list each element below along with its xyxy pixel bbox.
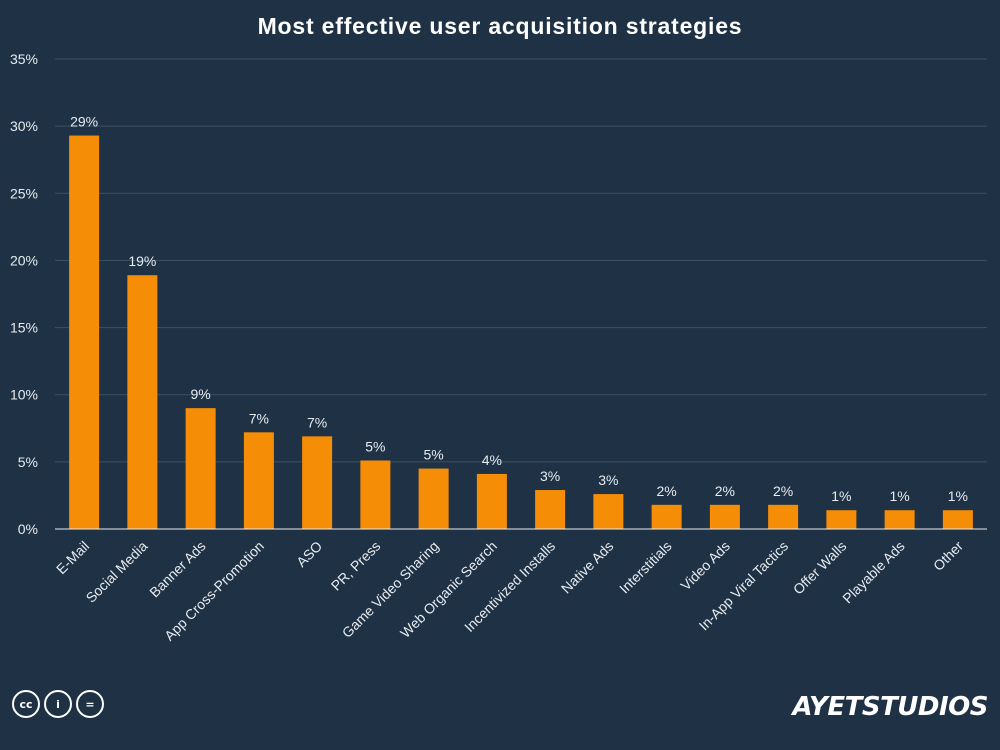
- data-labels: 29% 19% 9% 7% 7% 5% 5% 4% 3% 3% 2% 2% 2% 1% 1% 1%: [70, 114, 968, 505]
- bars: [69, 135, 973, 530]
- data-label: 5%: [365, 439, 385, 455]
- data-label: 1%: [890, 488, 910, 504]
- by-icon: i: [44, 690, 72, 718]
- data-label: 2%: [773, 483, 793, 499]
- y-tick-label: 25%: [10, 185, 38, 201]
- data-label: 19%: [128, 253, 156, 269]
- bar: [185, 408, 216, 529]
- y-tick-label: 15%: [10, 320, 38, 336]
- y-tick-label: 30%: [10, 118, 38, 134]
- cc-icon: cc: [12, 690, 40, 718]
- x-tick-label: Native Ads: [558, 538, 617, 597]
- y-tick-label: 10%: [10, 387, 38, 403]
- data-label: 7%: [307, 414, 327, 430]
- x-tick-label: E-Mail: [53, 538, 92, 577]
- bar: [768, 504, 799, 529]
- data-label: 3%: [540, 468, 560, 484]
- data-label: 3%: [598, 472, 618, 488]
- data-label: 2%: [715, 483, 735, 499]
- gridlines: [55, 58, 987, 463]
- bar: [884, 510, 915, 529]
- bar: [360, 460, 391, 529]
- bar: [243, 432, 274, 529]
- data-label: 1%: [948, 488, 968, 504]
- x-tick-label: PR, Press: [328, 538, 384, 594]
- x-tick-label: Offer Walls: [790, 538, 850, 598]
- y-tick-label: 0%: [18, 521, 38, 537]
- x-tick-label: Banner Ads: [146, 538, 209, 601]
- bar: [302, 436, 333, 529]
- nd-icon: =: [76, 690, 104, 718]
- x-tick-label: Other: [930, 538, 966, 574]
- bar: [593, 494, 624, 529]
- brand-logo: AYETSTUDIOS: [792, 692, 988, 722]
- bar: [651, 504, 682, 529]
- data-label: 2%: [657, 483, 677, 499]
- bar: [418, 468, 449, 529]
- x-tick-label: Interstitials: [616, 538, 675, 597]
- x-tick-label: Video Ads: [677, 538, 733, 594]
- data-label: 29%: [70, 114, 98, 130]
- bar: [942, 510, 973, 529]
- y-tick-label: 5%: [18, 454, 38, 470]
- x-tick-label: Web Organic Search: [397, 538, 500, 641]
- x-tick-label: Game Video Sharing: [339, 538, 442, 641]
- bar: [709, 504, 740, 529]
- data-label: 1%: [831, 488, 851, 504]
- license-badge: cc i =: [12, 690, 104, 718]
- bar: [127, 275, 158, 529]
- data-label: 7%: [249, 410, 269, 426]
- x-tick-label: Playable Ads: [839, 538, 908, 607]
- chart-title: Most effective user acquisition strategi…: [258, 13, 743, 39]
- x-tick-label: ASO: [293, 538, 325, 570]
- bar: [69, 135, 100, 530]
- y-axis-ticks: 0% 5% 10% 15% 20% 25% 30% 35%: [10, 51, 38, 537]
- bar: [826, 510, 857, 529]
- x-tick-label: App Cross-Promotion: [161, 538, 267, 644]
- bar: [535, 490, 566, 529]
- data-label: 5%: [424, 447, 444, 463]
- data-label: 4%: [482, 452, 502, 468]
- y-tick-label: 20%: [10, 252, 38, 268]
- data-label: 9%: [191, 386, 211, 402]
- y-tick-label: 35%: [10, 51, 38, 67]
- bar: [476, 473, 507, 529]
- x-tick-label: Social Media: [83, 538, 151, 606]
